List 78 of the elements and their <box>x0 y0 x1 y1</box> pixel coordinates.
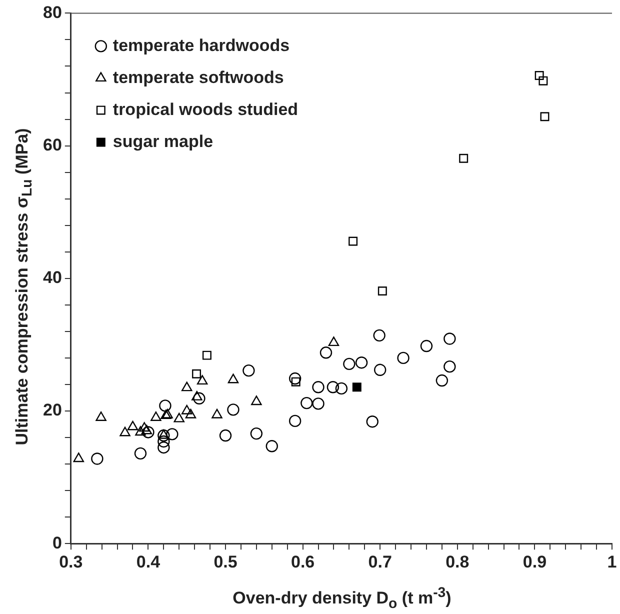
point <box>91 452 104 465</box>
point <box>300 396 313 410</box>
point <box>219 429 232 442</box>
point <box>193 392 206 405</box>
y-tick-label: 0 <box>52 533 62 552</box>
point <box>212 408 222 418</box>
legend-label: tropical woods studied <box>112 100 298 119</box>
point <box>158 429 170 439</box>
point <box>444 360 456 373</box>
point <box>538 76 548 86</box>
point <box>326 381 340 394</box>
point <box>141 424 152 434</box>
point <box>534 71 544 80</box>
point <box>366 416 378 428</box>
x-axis-title: Oven-dry density D$_{o}$ (t m$^{-3}$) <box>232 585 452 612</box>
x-tick-label: 0.9 <box>522 552 547 572</box>
point <box>181 404 192 414</box>
point <box>373 329 386 342</box>
point <box>142 426 154 438</box>
point <box>348 236 358 246</box>
point <box>185 408 196 418</box>
point <box>158 429 170 442</box>
point <box>202 350 212 360</box>
point <box>312 381 324 394</box>
point <box>174 412 184 422</box>
point <box>127 420 138 430</box>
point <box>352 382 362 392</box>
point <box>192 369 202 378</box>
point <box>397 352 410 364</box>
point <box>420 340 433 352</box>
x-tick-label: 0.3 <box>59 552 83 572</box>
y-tick-label: 40 <box>42 268 62 288</box>
point <box>328 336 340 346</box>
point <box>166 428 178 440</box>
point <box>138 422 150 432</box>
point <box>374 364 386 376</box>
point <box>312 398 324 410</box>
point <box>192 390 202 400</box>
point <box>320 346 332 359</box>
point <box>378 286 387 296</box>
legend-label: temperate softwoods <box>112 68 284 87</box>
legend-label: sugar maple <box>112 132 214 151</box>
point <box>335 382 348 395</box>
x-tick-label: 1 <box>607 552 617 572</box>
point <box>459 154 468 163</box>
point <box>227 404 240 416</box>
point <box>343 358 356 370</box>
point <box>158 441 170 454</box>
point <box>150 412 162 421</box>
point <box>135 426 146 436</box>
point <box>96 412 106 421</box>
point <box>288 372 302 385</box>
point <box>288 414 302 428</box>
y-tick-label: 60 <box>42 135 62 154</box>
point <box>444 332 456 345</box>
point <box>196 375 208 385</box>
point <box>228 374 239 384</box>
point <box>134 447 147 460</box>
y-tick-label: 20 <box>42 400 62 420</box>
point <box>242 364 255 377</box>
point <box>181 382 192 392</box>
x-tick-label: 0.4 <box>136 552 161 572</box>
point <box>251 396 262 406</box>
x-tick-label: 0.5 <box>214 552 238 572</box>
x-tick-label: 0.8 <box>446 552 470 572</box>
y-tick-label: 80 <box>42 2 62 22</box>
x-tick-label: 0.6 <box>290 552 315 572</box>
point <box>540 112 550 122</box>
point <box>120 426 130 436</box>
point <box>73 452 84 462</box>
point <box>355 356 368 369</box>
legend-label: temperate hardwoods <box>112 36 290 55</box>
point <box>158 435 170 448</box>
point <box>436 374 448 387</box>
point <box>250 427 263 440</box>
x-tick-label: 0.7 <box>368 552 392 572</box>
point <box>266 440 278 452</box>
point <box>159 400 172 412</box>
